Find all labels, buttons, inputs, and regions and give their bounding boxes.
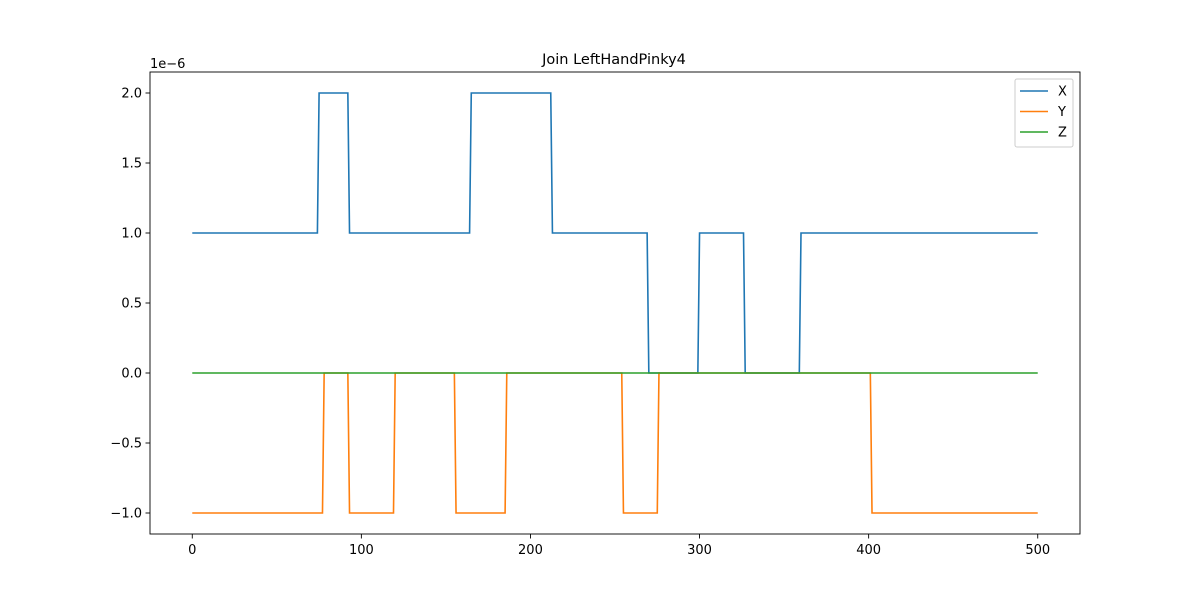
x-tick-label: 100 — [349, 543, 374, 558]
x-tick-label: 400 — [856, 543, 881, 558]
y-tick-label: 2.0 — [121, 87, 142, 102]
y-tick-label: 0.0 — [121, 367, 142, 382]
legend-label-x: X — [1058, 85, 1067, 100]
y-offset-text: 1e−6 — [150, 57, 185, 72]
y-tick-label: 0.5 — [121, 297, 142, 312]
x-tick-label: 500 — [1025, 543, 1050, 558]
series-layer — [192, 92, 1038, 514]
y-tick-label: −1.0 — [110, 507, 142, 522]
x-tick-label: 300 — [687, 543, 712, 558]
chart-title: Join LeftHandPinky4 — [541, 52, 686, 68]
y-tick-label: 1.5 — [121, 157, 142, 172]
legend-box — [1014, 78, 1074, 148]
x-tick-label: 0 — [188, 543, 196, 558]
legend-label-z: Z — [1058, 126, 1067, 141]
legend: XYZ — [1014, 78, 1074, 148]
y-tick-label: 1.0 — [121, 227, 142, 242]
legend-label-y: Y — [1057, 105, 1066, 120]
axes-layer: 0 100 200 300 400 500 −1.0 −0.5 0.0 0.5 1.0 1.5 2.0 — [110, 71, 1081, 558]
x-tick-label: 200 — [518, 543, 543, 558]
y-tick-label: −0.5 — [110, 437, 142, 452]
